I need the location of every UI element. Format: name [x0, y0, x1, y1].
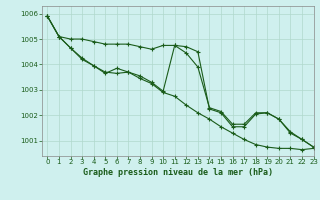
X-axis label: Graphe pression niveau de la mer (hPa): Graphe pression niveau de la mer (hPa): [83, 168, 273, 177]
